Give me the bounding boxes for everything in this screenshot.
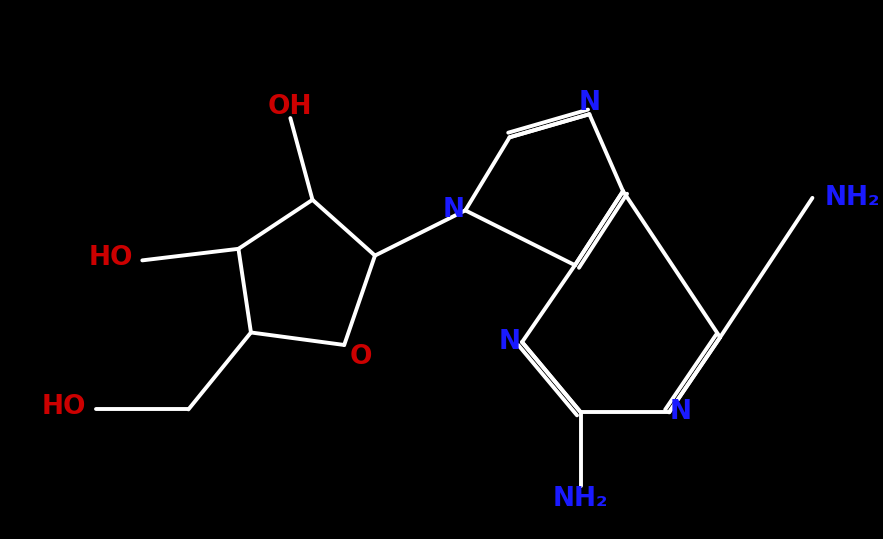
- Text: NH₂: NH₂: [825, 185, 880, 211]
- Text: HO: HO: [42, 395, 87, 420]
- Text: N: N: [578, 89, 600, 116]
- Text: O: O: [350, 343, 372, 370]
- Text: N: N: [442, 197, 464, 223]
- Text: N: N: [499, 329, 521, 355]
- Text: NH₂: NH₂: [553, 486, 608, 512]
- Text: HO: HO: [88, 245, 132, 272]
- Text: OH: OH: [268, 94, 313, 120]
- Text: N: N: [669, 399, 691, 425]
